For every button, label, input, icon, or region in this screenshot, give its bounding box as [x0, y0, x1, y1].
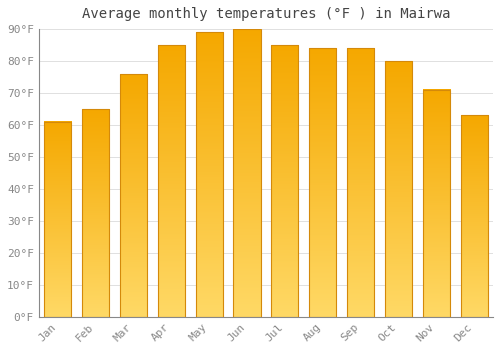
- Bar: [120, 74, 147, 317]
- Bar: [347, 48, 374, 317]
- Bar: [385, 61, 412, 317]
- Bar: [158, 45, 185, 317]
- Bar: [422, 90, 450, 317]
- Bar: [82, 109, 109, 317]
- Bar: [460, 116, 488, 317]
- Bar: [309, 48, 336, 317]
- Bar: [196, 32, 223, 317]
- Title: Average monthly temperatures (°F ) in Mairwa: Average monthly temperatures (°F ) in Ma…: [82, 7, 450, 21]
- Bar: [234, 29, 260, 317]
- Bar: [44, 122, 72, 317]
- Bar: [271, 45, 298, 317]
